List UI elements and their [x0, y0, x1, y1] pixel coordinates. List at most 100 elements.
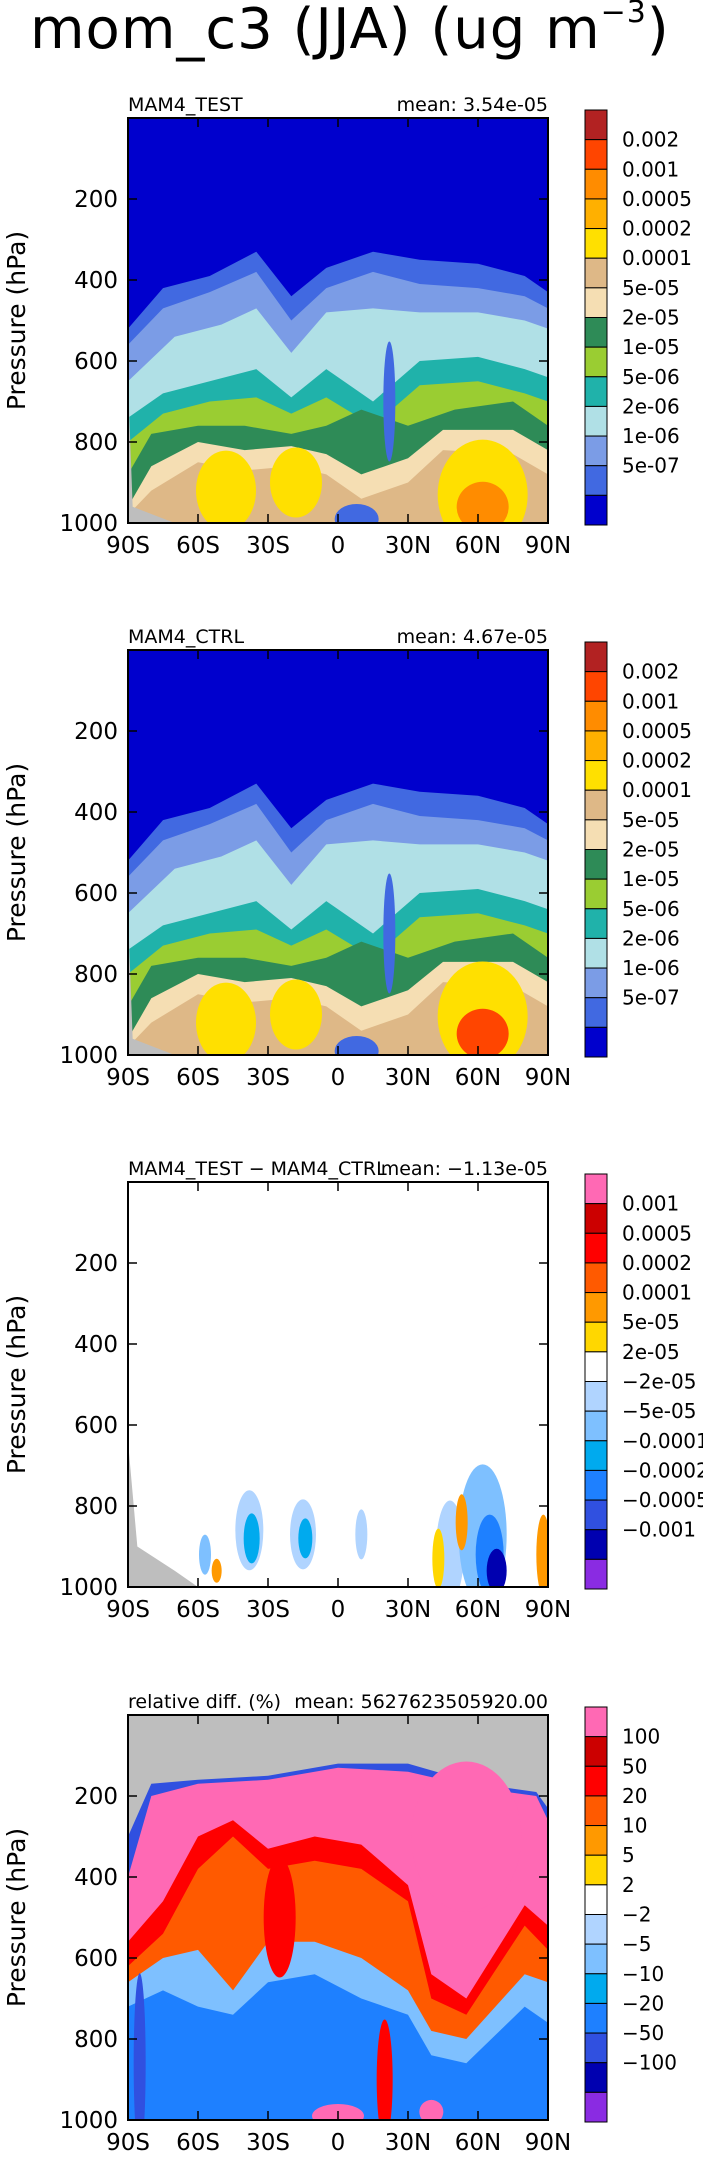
colorbar-swatch — [584, 819, 608, 850]
contour-field-1 — [128, 251, 548, 523]
y-tick-label: 600 — [74, 881, 118, 907]
colorbar-label: −5 — [622, 1932, 651, 1956]
colorbar-label: 0.0001 — [622, 246, 692, 270]
colorbar-swatch — [584, 641, 608, 673]
colorbar-swatch — [584, 376, 608, 407]
colorbar-swatch — [584, 967, 608, 999]
colorbar: 0.002 0.001 0.0005 0.0002 0.0001 5e-05 2e-05 1e… — [584, 641, 692, 1058]
concentration-max-blob — [270, 447, 322, 518]
contour-field-2 — [128, 783, 548, 1055]
y-tick-label: 400 — [74, 1865, 118, 1891]
x-tick-label: 90N — [525, 1597, 571, 1623]
colorbar-label: 20 — [622, 1784, 647, 1808]
colorbar-label: 5e-07 — [622, 986, 680, 1010]
colorbar-label: 0.002 — [622, 660, 679, 684]
colorbar-swatch — [584, 2091, 608, 2123]
equator-low-blob — [334, 503, 379, 523]
x-tick-label: 90S — [106, 1597, 150, 1623]
colorbar-swatch — [584, 1884, 608, 1916]
y-tick-label: 1000 — [59, 511, 118, 537]
colorbar-label: 0.002 — [622, 128, 679, 152]
y-tick-label: 400 — [74, 1332, 118, 1358]
colorbar-label: 2e-05 — [622, 838, 680, 862]
colorbar-label: −2 — [622, 1903, 651, 1927]
colorbar-swatch — [584, 1232, 608, 1264]
concentration-max-blob — [196, 450, 256, 523]
panel-left-title: MAM4_CTRL — [128, 626, 244, 648]
colorbar-swatch — [584, 730, 608, 762]
y-tick-label: 1000 — [59, 1575, 118, 1601]
colorbar-swatch — [584, 2032, 608, 2064]
missing-data-region — [128, 381, 175, 523]
panel-right-title: mean: 5627623505920.00 — [294, 1691, 548, 1713]
colorbar-swatch — [584, 2002, 608, 2034]
y-axis-label: Pressure (hPa) — [2, 1828, 31, 2007]
colorbar-label: 1e-06 — [622, 956, 680, 980]
y-axis-label: Pressure (hPa) — [2, 1295, 31, 1474]
x-tick-label: 0 — [331, 2130, 346, 2156]
figure-title-close: ) — [646, 0, 670, 62]
colorbar-swatch — [584, 2062, 608, 2093]
colorbar: 0.001 0.0005 0.0002 0.0001 5e-05 2e-05 −2e-05 −… — [584, 1173, 703, 1590]
colorbar-swatch — [584, 997, 608, 1028]
colorbar-swatch — [584, 1854, 608, 1886]
colorbar: 0.002 0.001 0.0005 0.0002 0.0001 5e-05 2e-05 1e… — [584, 109, 692, 526]
panel-4: relative diff. (%) mean: 5627623505920.00… — [2, 1691, 677, 2156]
panel-left-title: relative diff. (%) — [128, 1691, 281, 1713]
figure-title: mom_c3 (JJA) (ug m−3) — [30, 0, 670, 58]
colorbar-swatch — [584, 1381, 608, 1412]
colorbar-label: 0.001 — [622, 689, 679, 713]
colorbar-label: 5e-07 — [622, 454, 680, 478]
colorbar-label: 2e-05 — [622, 306, 680, 330]
colorbar-label: 0.0005 — [622, 187, 692, 211]
colorbar-swatch — [584, 1292, 608, 1323]
panel-1: MAM4_TEST mean: 3.54e-0520040060080010009… — [2, 94, 692, 559]
colorbar-label: 0.0002 — [622, 749, 692, 773]
colorbar-swatch — [584, 1440, 608, 1471]
colorbar-label: 0.0005 — [622, 1221, 692, 1245]
colorbar-label: 0.0005 — [622, 719, 692, 743]
colorbar-swatch — [584, 1321, 608, 1353]
x-tick-label: 30S — [246, 2130, 290, 2156]
colorbar-label: 0.0001 — [622, 778, 692, 802]
colorbar-swatch — [584, 789, 608, 821]
y-tick-label: 400 — [74, 268, 118, 294]
colorbar-label: 5e-05 — [622, 1310, 680, 1334]
vertical-plume-blob — [383, 873, 396, 994]
panel-left-title: MAM4_TEST — [128, 94, 243, 116]
colorbar-swatch — [584, 760, 608, 791]
colorbar-swatch — [584, 198, 608, 230]
colorbar-label: −0.001 — [622, 1518, 696, 1542]
x-tick-label: 0 — [331, 533, 346, 559]
colorbar-label: −2e-05 — [622, 1370, 696, 1394]
relative-diff-low-blob — [133, 1973, 146, 2120]
relative-diff-high-blob — [263, 1857, 296, 1978]
contour-blob — [199, 1534, 211, 1575]
x-tick-label: 0 — [331, 1597, 346, 1623]
x-tick-label: 0 — [331, 1065, 346, 1091]
x-tick-label: 90N — [525, 2130, 571, 2156]
colorbar-label: 50 — [622, 1754, 647, 1778]
contour-blob — [455, 1494, 468, 1551]
colorbar-swatch — [584, 287, 608, 319]
y-tick-label: 600 — [74, 349, 118, 375]
colorbar-label: 5e-05 — [622, 276, 680, 300]
contour-blob — [211, 1558, 222, 1583]
colorbar-label: 1e-05 — [622, 335, 680, 359]
concentration-peak-blob — [456, 1008, 509, 1055]
colorbar-swatch — [584, 257, 608, 289]
panel-left-title: MAM4_TEST − MAM4_CTRL — [128, 1158, 387, 1180]
colorbar: 100 50 20 10 5 2 −2 −5 −10 −20 −50 −100 — [584, 1706, 677, 2123]
x-tick-label: 60N — [455, 2130, 501, 2156]
colorbar-label: 2e-05 — [622, 1340, 680, 1364]
x-tick-label: 60S — [176, 1065, 220, 1091]
x-tick-label: 90S — [106, 1065, 150, 1091]
contour-blob — [298, 1518, 313, 1559]
panel-right-title: mean: 3.54e-05 — [397, 94, 548, 116]
contour-blob — [486, 1548, 507, 1587]
contour-blob — [432, 1528, 445, 1587]
colorbar-label: 2e-06 — [622, 394, 680, 418]
x-tick-label: 30N — [385, 1065, 431, 1091]
colorbar-label: −0.0002 — [622, 1458, 703, 1482]
y-tick-label: 600 — [74, 1946, 118, 1972]
